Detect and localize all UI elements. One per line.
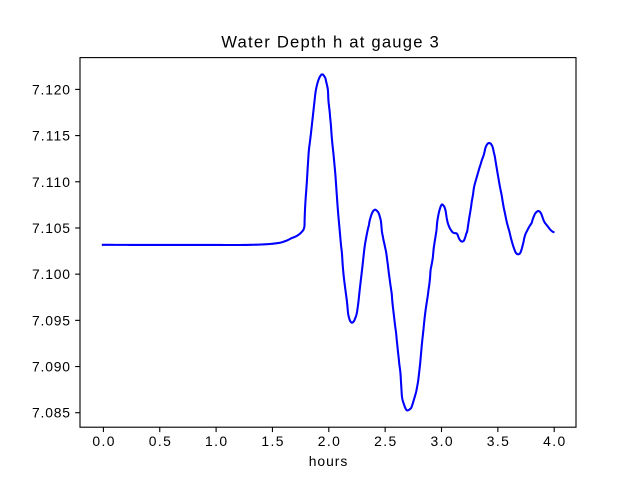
- svg-text:0.5: 0.5: [149, 433, 171, 449]
- svg-text:3.0: 3.0: [430, 433, 452, 449]
- svg-text:0.0: 0.0: [92, 433, 114, 449]
- svg-text:7.115: 7.115: [32, 128, 70, 144]
- svg-text:2.5: 2.5: [374, 433, 396, 449]
- svg-text:7.110: 7.110: [32, 174, 70, 190]
- svg-text:7.090: 7.090: [32, 359, 70, 375]
- svg-text:7.105: 7.105: [32, 220, 70, 236]
- svg-text:7.095: 7.095: [32, 312, 70, 328]
- svg-text:hours: hours: [309, 453, 348, 469]
- svg-text:3.5: 3.5: [487, 433, 509, 449]
- svg-text:7.085: 7.085: [32, 405, 70, 421]
- svg-text:1.5: 1.5: [261, 433, 283, 449]
- svg-text:2.0: 2.0: [318, 433, 340, 449]
- svg-text:1.0: 1.0: [205, 433, 227, 449]
- svg-text:7.120: 7.120: [32, 81, 70, 97]
- svg-text:Water Depth h at gauge 3: Water Depth h at gauge 3: [221, 32, 439, 51]
- svg-text:7.100: 7.100: [32, 266, 70, 282]
- svg-text:4.0: 4.0: [543, 433, 565, 449]
